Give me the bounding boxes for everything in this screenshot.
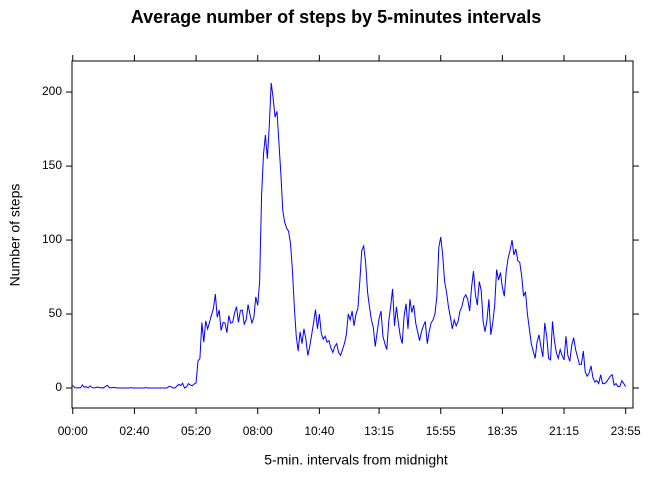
x-tick-label: 02:40 <box>119 424 149 438</box>
x-tick-label: 15:55 <box>426 424 456 438</box>
x-tick-label: 21:15 <box>549 424 579 438</box>
x-tick-label: 10:40 <box>304 424 334 438</box>
x-tick-label: 00:00 <box>58 424 88 438</box>
y-tick-label: 0 <box>55 380 62 394</box>
y-axis-title: Number of steps <box>7 184 23 287</box>
x-axis-title: 5-min. intervals from midnight <box>264 452 448 468</box>
x-tick-label: 05:20 <box>181 424 211 438</box>
y-tick-label: 100 <box>42 232 62 246</box>
y-tick-label: 50 <box>49 306 63 320</box>
x-tick-label: 18:35 <box>487 424 517 438</box>
y-tick-label: 150 <box>42 158 62 172</box>
x-tick-label: 13:15 <box>364 424 394 438</box>
data-line <box>72 82 627 389</box>
x-tick-label: 08:00 <box>243 424 273 438</box>
chart-title: Average number of steps by 5-minutes int… <box>131 7 541 27</box>
plot-frame <box>71 60 634 409</box>
y-tick-label: 200 <box>42 84 62 98</box>
x-tick-label: 23:55 <box>611 424 641 438</box>
